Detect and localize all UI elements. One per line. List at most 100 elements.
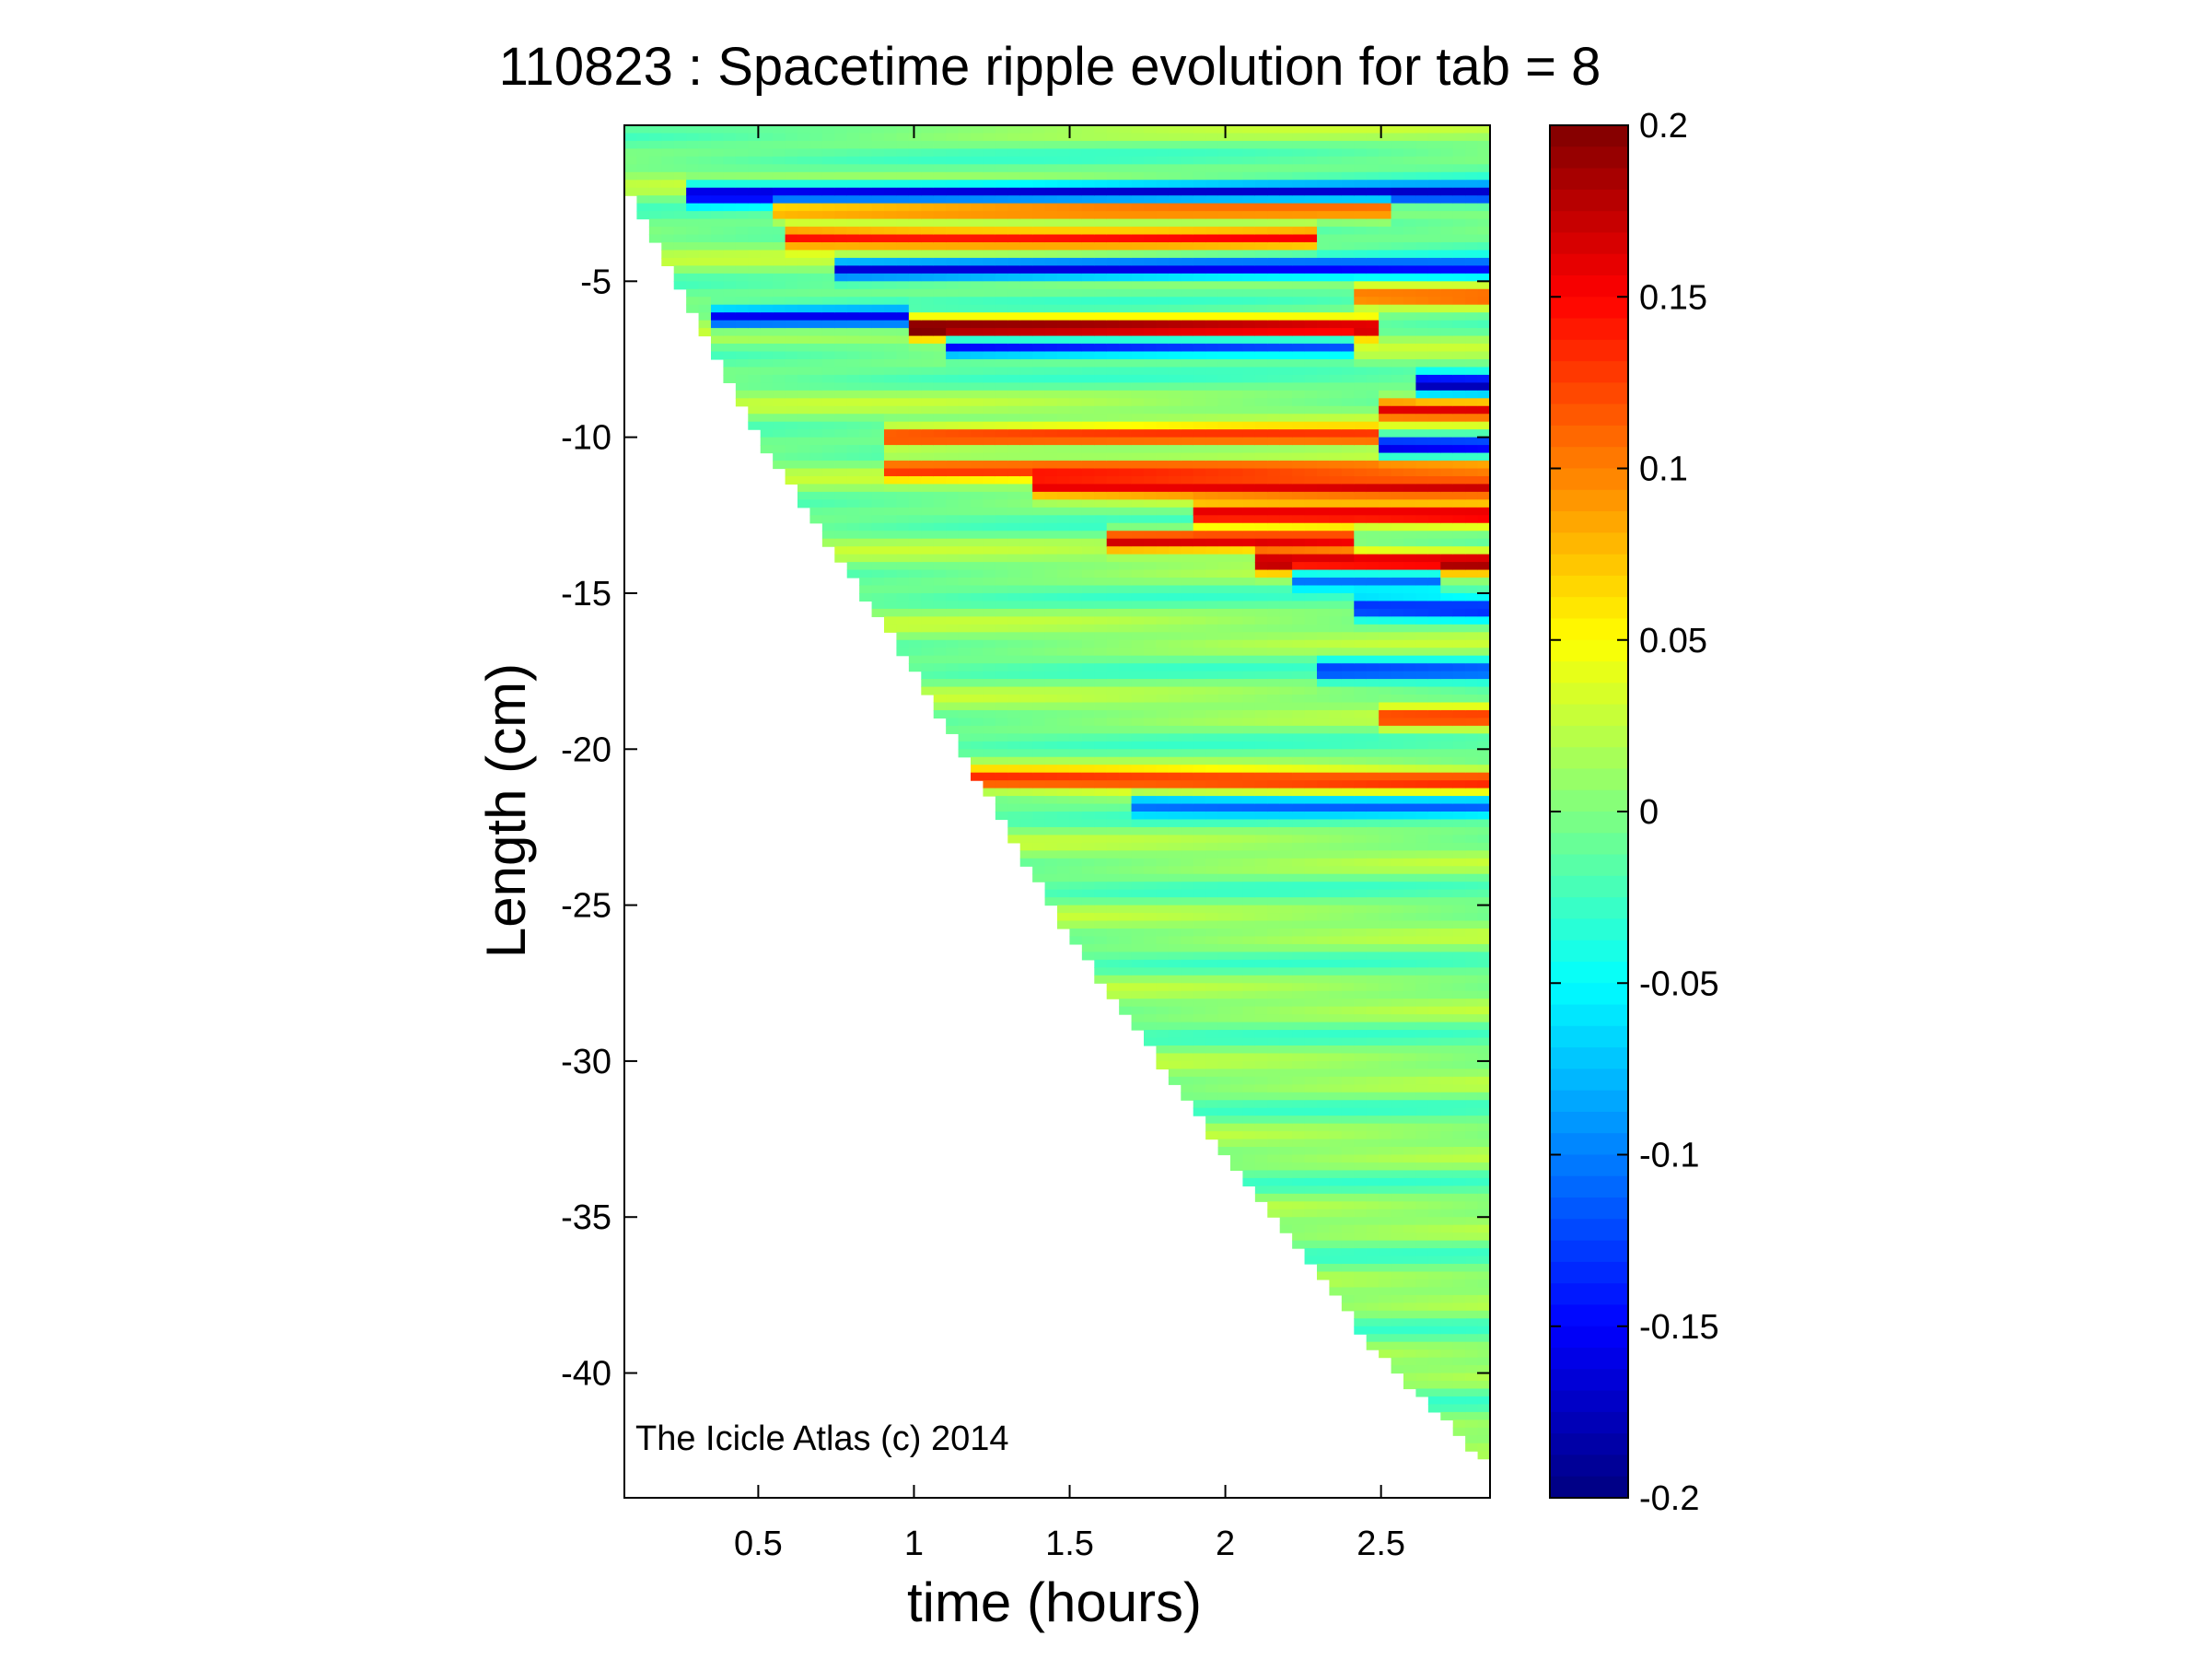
heatmap-cell	[1032, 709, 1046, 719]
heatmap-cell	[1279, 1030, 1293, 1039]
heatmap-cell	[809, 421, 823, 430]
heatmap-cell	[1279, 515, 1293, 524]
heatmap-cell	[859, 180, 873, 189]
heatmap-cell	[1304, 889, 1318, 898]
heatmap-cell	[983, 297, 996, 306]
heatmap-cell	[859, 358, 873, 368]
heatmap-cell	[908, 171, 922, 181]
heatmap-cell	[785, 405, 798, 415]
heatmap-cell	[1254, 920, 1268, 929]
heatmap-cell	[1156, 772, 1170, 781]
heatmap-cell	[1205, 780, 1219, 789]
heatmap-cell	[1057, 858, 1071, 867]
heatmap-cell	[809, 133, 823, 142]
heatmap-cell	[1230, 133, 1244, 142]
heatmap-cell	[1168, 148, 1182, 158]
heatmap-cell	[1131, 569, 1145, 578]
heatmap-cell	[624, 140, 638, 149]
heatmap-cell	[1279, 1177, 1293, 1186]
heatmap-cell	[1181, 632, 1194, 641]
heatmap-cell	[1156, 858, 1170, 867]
heatmap-cell	[1341, 1100, 1355, 1109]
heatmap-cell	[1279, 772, 1293, 781]
heatmap-cell	[698, 312, 712, 321]
heatmap-cell	[1242, 148, 1256, 158]
heatmap-cell	[1242, 390, 1256, 399]
heatmap-cell	[1329, 211, 1343, 220]
heatmap-cell	[1032, 733, 1046, 742]
heatmap-cell	[1131, 648, 1145, 657]
heatmap-cell	[1205, 990, 1219, 999]
heatmap-cell	[1193, 1022, 1206, 1031]
heatmap-cell	[896, 195, 910, 204]
heatmap-cell	[809, 171, 823, 181]
heatmap-cell	[1094, 695, 1108, 704]
heatmap-cell	[809, 445, 823, 454]
heatmap-cell	[1106, 608, 1120, 617]
heatmap-cell	[946, 507, 960, 516]
heatmap-cell	[1329, 358, 1343, 368]
heatmap-cell	[1254, 390, 1268, 399]
heatmap-cell	[1205, 920, 1219, 929]
heatmap-cell	[1057, 414, 1071, 423]
heatmap-cell	[1292, 873, 1306, 882]
heatmap-cell	[773, 125, 786, 134]
heatmap-cell	[1032, 850, 1046, 859]
heatmap-cell	[1193, 507, 1206, 516]
heatmap-cell	[1254, 952, 1268, 961]
heatmap-cell	[1292, 756, 1306, 765]
heatmap-cell	[1156, 718, 1170, 727]
heatmap-cell	[1267, 1100, 1281, 1109]
heatmap-cell	[1341, 546, 1355, 555]
heatmap-cell	[1094, 156, 1108, 165]
heatmap-cell	[834, 484, 848, 493]
heatmap-cell	[673, 148, 687, 158]
heatmap-cell	[748, 344, 762, 353]
heatmap-cell	[1304, 1240, 1318, 1249]
heatmap-cell	[1181, 297, 1194, 306]
heatmap-cell	[1242, 709, 1256, 719]
heatmap-cell	[1106, 531, 1120, 540]
heatmap-cell	[1329, 578, 1343, 587]
heatmap-cell	[1254, 546, 1268, 555]
heatmap-cell	[1156, 382, 1170, 391]
heatmap-cell	[809, 515, 823, 524]
heatmap-cell	[1168, 671, 1182, 680]
heatmap-cell	[1181, 913, 1194, 922]
heatmap-cell	[1230, 788, 1244, 797]
heatmap-cell	[1044, 195, 1058, 204]
heatmap-cell	[846, 421, 860, 430]
heatmap-cell	[1341, 718, 1355, 727]
heatmap-cell	[1329, 624, 1343, 633]
heatmap-cell	[1329, 140, 1343, 149]
heatmap-cell	[1292, 1201, 1306, 1210]
heatmap-cell	[933, 180, 947, 189]
heatmap-cell	[896, 187, 910, 196]
heatmap-cell	[1205, 265, 1219, 275]
heatmap-cell	[933, 414, 947, 423]
heatmap-cell	[1292, 1170, 1306, 1179]
heatmap-cell	[1317, 1209, 1331, 1218]
heatmap-cell	[1279, 788, 1293, 797]
heatmap-cell	[686, 195, 700, 204]
heatmap-cell	[1267, 765, 1281, 774]
heatmap-cell	[1341, 273, 1355, 282]
heatmap-cell	[673, 241, 687, 251]
heatmap-cell	[1057, 686, 1071, 695]
heatmap-cell	[846, 344, 860, 353]
heatmap-cell	[1156, 265, 1170, 275]
heatmap-cell	[1144, 344, 1158, 353]
heatmap-cell	[1329, 475, 1343, 485]
heatmap-cell	[933, 702, 947, 711]
heatmap-cell	[896, 390, 910, 399]
heatmap-cell	[1144, 796, 1158, 805]
heatmap-cell	[1156, 975, 1170, 984]
heatmap-cell	[1267, 952, 1281, 961]
heatmap-cell	[1254, 1037, 1268, 1046]
heatmap-cell	[1144, 578, 1158, 587]
heatmap-cell	[1279, 592, 1293, 602]
heatmap-cell	[859, 585, 873, 594]
heatmap-cell	[1007, 686, 1021, 695]
heatmap-cell	[1329, 374, 1343, 383]
heatmap-cell	[1007, 429, 1021, 438]
